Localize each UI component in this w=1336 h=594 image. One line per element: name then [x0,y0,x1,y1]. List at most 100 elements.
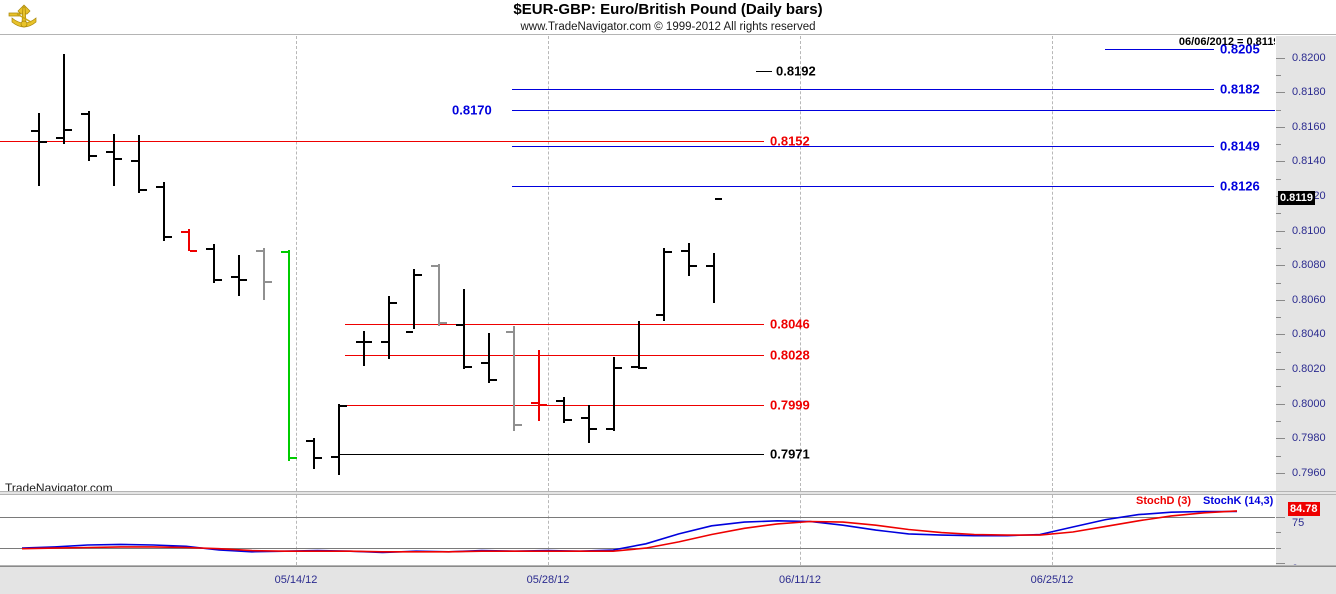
ohlc-bar[interactable] [588,405,590,444]
ohlc-open-tick [181,230,188,233]
ohlc-close-tick [415,273,422,276]
level-line[interactable] [512,185,1214,187]
stoch-line[interactable] [21,510,1237,554]
ohlc-bar[interactable] [288,249,290,461]
ohlc-close-tick [615,367,622,370]
ohlc-close-tick [690,265,697,268]
price-axis-label: 0.8200 [1292,51,1326,64]
ohlc-open-tick [531,401,538,404]
stoch-d-legend: StochD (3) [1136,495,1191,507]
ohlc-bar[interactable] [513,325,515,432]
level-price-label: 0.8149 [1220,138,1260,154]
date-axis-label: 06/11/12 [778,574,822,586]
ohlc-close-tick [290,457,297,460]
level-price-label: 0.8152 [770,133,810,149]
page-title: $EUR-GBP: Euro/British Pound (Daily bars… [513,1,823,18]
ohlc-bar[interactable] [263,247,265,300]
ohlc-open-tick [606,427,613,430]
price-axis-minor-tick [1276,213,1281,215]
ohlc-bar[interactable] [238,254,240,297]
price-axis-minor-tick [1276,144,1281,146]
level-line[interactable] [512,88,1214,90]
ohlc-bar[interactable] [113,133,115,186]
ohlc-bar[interactable] [388,296,390,359]
ohlc-bar[interactable] [713,253,715,304]
date-axis[interactable]: 05/14/12 05/28/12 06/11/12 06/25/12 [0,566,1336,594]
level-line[interactable] [338,453,764,455]
ohlc-bar[interactable] [638,320,640,370]
ohlc-close-tick [590,427,597,430]
stoch-axis-minor-tick [1276,547,1281,549]
ohlc-bar[interactable] [313,438,315,470]
ohlc-open-tick [206,247,213,250]
price-axis-tick [1276,57,1285,59]
gridline-vertical [1052,36,1053,491]
price-axis-tick [1276,161,1285,163]
ohlc-bar[interactable] [38,112,40,186]
ohlc-open-tick [631,365,638,368]
price-axis-tick [1276,126,1285,128]
ohlc-open-tick [556,400,563,403]
ohlc-bar[interactable] [413,268,415,330]
ohlc-bar[interactable] [363,330,365,366]
ohlc-open-tick [281,251,288,254]
title-band: $EUR-GBP: Euro/British Pound (Daily bars… [0,0,1336,34]
ohlc-open-tick [81,112,88,115]
ohlc-close-tick [365,341,372,344]
level-line[interactable] [0,140,764,142]
ohlc-open-tick [331,455,338,458]
level-line[interactable] [512,145,1214,147]
ohlc-bar[interactable] [538,350,540,421]
ohlc-close-tick [265,280,272,283]
ohlc-bar[interactable] [438,263,440,326]
ohlc-bar[interactable] [563,396,565,423]
price-axis-minor-tick [1276,74,1281,76]
stochastic-pane[interactable] [0,495,1275,565]
price-axis-minor-tick [1276,247,1281,249]
ohlc-bar[interactable] [338,403,340,475]
ohlc-bar[interactable] [688,242,690,276]
stoch-line[interactable] [21,510,1238,553]
price-axis-label: 0.7980 [1292,432,1326,445]
copyright-subtitle: www.TradeNavigator.com © 1999-2012 All r… [520,21,816,33]
sextant-navigator-logo-icon [6,2,42,32]
price-axis-tick [1276,438,1285,440]
price-axis-minor-tick [1276,420,1281,422]
level-line[interactable] [1105,48,1214,50]
level-price-label: 0.8192 [776,63,816,79]
pane-gutter-a [0,492,1336,493]
ohlc-bar[interactable] [138,135,140,193]
ohlc-close-tick [665,251,672,254]
pane-separator-bottom [0,494,1336,495]
ohlc-bar[interactable] [463,289,465,370]
level-line[interactable] [756,71,772,73]
ohlc-open-tick [156,185,163,188]
title-separator [0,34,1336,35]
stoch-axis-tick [1276,563,1285,564]
ohlc-bar[interactable] [613,356,615,432]
ohlc-open-tick [506,330,513,333]
ohlc-open-tick [431,265,438,268]
price-axis-tick [1276,472,1285,474]
ohlc-bar[interactable] [188,228,190,252]
stoch-bottom-separator [0,565,1336,566]
level-price-label: 0.8028 [770,347,810,363]
ohlc-bar[interactable] [163,182,165,241]
ohlc-bar[interactable] [88,111,90,162]
stoch-axis-minor-tick [1276,532,1281,533]
price-axis-label: 0.8140 [1292,155,1326,168]
ohlc-bar[interactable] [663,247,665,321]
price-chart-pane[interactable] [0,36,1275,491]
date-axis-label: 05/28/12 [526,574,570,586]
ohlc-bar[interactable] [488,332,490,383]
ohlc-open-tick [56,137,63,140]
ohlc-bar[interactable] [63,54,65,145]
level-line[interactable] [512,109,1275,111]
level-line[interactable] [345,355,764,357]
ohlc-open-tick [31,130,38,133]
ohlc-bar[interactable] [213,244,215,283]
price-axis[interactable]: 0.82000.81800.81600.81400.81200.81000.80… [1275,36,1336,491]
price-axis-tick [1276,369,1285,371]
level-line[interactable] [338,405,764,407]
level-line[interactable] [345,324,764,326]
